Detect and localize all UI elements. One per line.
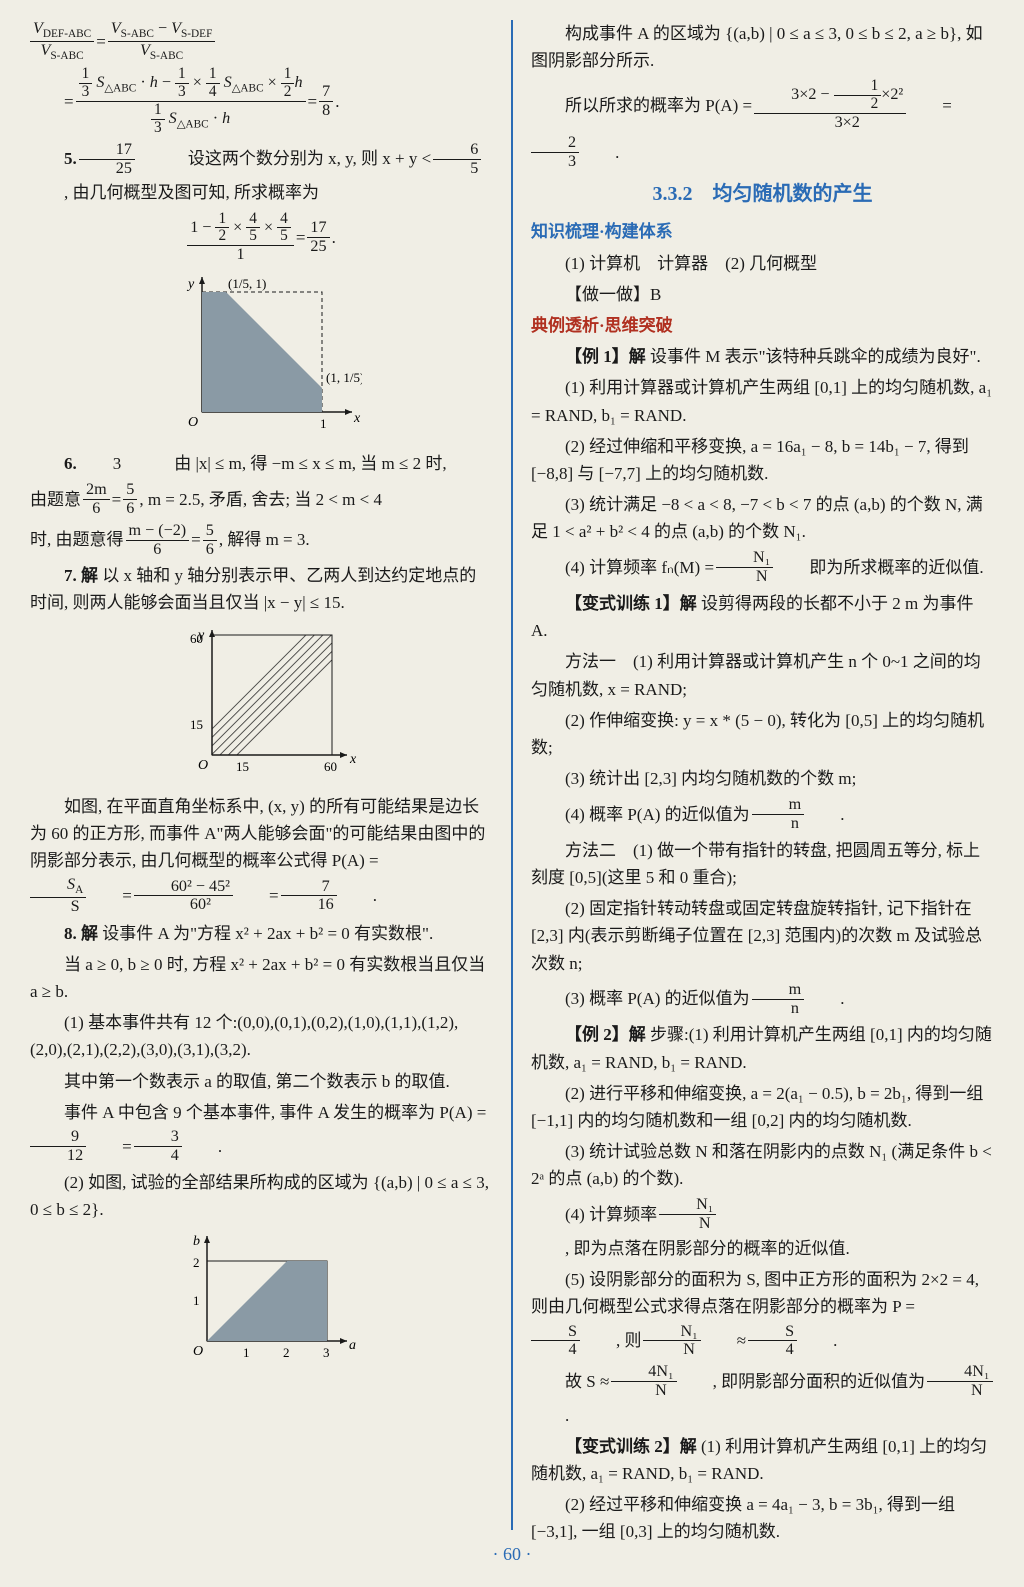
kb-text1: (1) 计算机 计算器 (2) 几何概型: [531, 250, 994, 277]
svg-text:1: 1: [243, 1345, 250, 1360]
var1-a: 【变式训练 1】解 设剪得两段的长都不小于 2 m 为事件 A.: [531, 590, 994, 644]
ex2-e: (5) 设阴影部分的面积为 S, 图中正方形的面积为 2×2 = 4, 则由几何…: [531, 1266, 994, 1359]
svg-text:x: x: [353, 411, 361, 426]
svg-text:15: 15: [190, 717, 203, 732]
item-6-b: 由题意 2m6 = 56 , m = 2.5, 矛盾, 舍去; 当 2 < m …: [30, 481, 493, 518]
ex1-c: (2) 经过伸缩和平移变换, a = 16a₁ − 8, b = 14b₁ − …: [531, 433, 994, 487]
svg-text:60: 60: [190, 631, 203, 646]
item-8-c: (1) 基本事件共有 12 个:(0,0),(0,1),(0,2),(1,0),…: [30, 1009, 493, 1063]
svg-text:O: O: [188, 415, 198, 430]
svg-text:60: 60: [324, 759, 337, 774]
item-7: 7. 解 以 x 轴和 y 轴分别表示甲、乙两人到达约定地点的时间, 则两人能够…: [30, 562, 493, 616]
item-8-b: 当 a ≥ 0, b ≥ 0 时, 方程 x² + 2ax + b² = 0 有…: [30, 951, 493, 1005]
var2-a: 【变式训练 2】解 (1) 利用计算机产生两组 [0,1] 上的均匀随机数, a…: [531, 1433, 994, 1487]
knowledge-head: 知识梳理·构建体系: [531, 218, 994, 245]
var1-b: 方法一 (1) 利用计算器或计算机产生 n 个 0~1 之间的均匀随机数, x …: [531, 648, 994, 702]
item-5: 5. 1725 设这两个数分别为 x, y, 则 x + y < 65 , 由几…: [30, 141, 493, 207]
item-8-a: 8. 解 设事件 A 为"方程 x² + 2ax + b² = 0 有实数根".: [30, 920, 493, 947]
section-title: 3.3.2 均匀随机数的产生: [531, 178, 994, 210]
var2-b: (2) 经过平移和伸缩变换 a = 4a₁ − 3, b = 3b₁, 得到一组…: [531, 1491, 994, 1545]
item-6-a: 6. 3 由 |x| ≤ m, 得 −m ≤ x ≤ m, 当 m ≤ 2 时,: [30, 450, 493, 477]
item-6-num: 6.: [30, 450, 77, 477]
column-divider: [511, 20, 513, 1530]
kb-text2: 【做一做】B: [531, 281, 994, 308]
right-intro-b: 所以所求的概率为 P(A) = 3×2 − 12×2² 3×2 = 23 .: [531, 78, 994, 170]
svg-text:1: 1: [193, 1293, 200, 1308]
item-8-f: (2) 如图, 试验的全部结果所构成的区域为 {(a,b) | 0 ≤ a ≤ …: [30, 1169, 493, 1223]
ex1-d: (3) 统计满足 −8 < a < 8, −7 < b < 7 的点 (a,b)…: [531, 491, 994, 545]
svg-text:(1, 1/5): (1, 1/5): [326, 370, 362, 385]
ex2-d: (4) 计算频率 N₁N , 即为点落在阴影部分的概率的近似值.: [531, 1196, 994, 1262]
item-7b: 如图, 在平面直角坐标系中, (x, y) 的所有可能结果是边长为 60 的正方…: [30, 793, 493, 916]
page-number: · 60 ·: [0, 1540, 1024, 1569]
ex2-a: 【例 2】解 步骤:(1) 利用计算机产生两组 [0,1] 内的均匀随机数, a…: [531, 1021, 994, 1075]
item-7-num: 7. 解: [64, 566, 98, 585]
svg-text:a: a: [349, 1338, 356, 1353]
var1-f: 方法二 (1) 做一个带有指针的转盘, 把圆周五等分, 标上刻度 [0,5](这…: [531, 837, 994, 891]
ex1-e: (4) 计算频率 fₙ(M) = N₁N 即为所求概率的近似值.: [531, 549, 994, 586]
var1-d: (3) 统计出 [2,3] 内均匀随机数的个数 m;: [531, 765, 994, 792]
figure-unit-square: O x y 1 (1/5, 1) (1, 1/5): [162, 272, 362, 442]
var1-g: (2) 固定指针转动转盘或固定转盘旋转指针, 记下指针在 [2,3] 内(表示剪…: [531, 895, 994, 977]
item-5-text1: 设这两个数分别为 x, y, 则 x + y <: [154, 145, 431, 172]
right-column: 构成事件 A 的区域为 {(a,b) | 0 ≤ a ≤ 3, 0 ≤ b ≤ …: [531, 20, 994, 1530]
svg-text:(1/5, 1): (1/5, 1): [228, 276, 266, 291]
figure-meeting: O x y 15 60 15 60: [167, 625, 357, 785]
svg-text:3: 3: [323, 1345, 330, 1360]
right-intro-a: 构成事件 A 的区域为 {(a,b) | 0 ≤ a ≤ 3, 0 ≤ b ≤ …: [531, 20, 994, 74]
ex1-b: (1) 利用计算器或计算机产生两组 [0,1] 上的均匀随机数, a₁ = RA…: [531, 374, 994, 428]
ex1-a: 【例 1】解 设事件 M 表示"该特种兵跳伞的成绩为良好".: [531, 343, 994, 370]
item-5-num: 5.: [30, 145, 77, 172]
svg-text:y: y: [186, 277, 195, 292]
item-8-e: 事件 A 中包含 9 个基本事件, 事件 A 发生的概率为 P(A) = 912…: [30, 1099, 493, 1165]
example-head: 典例透析·思维突破: [531, 312, 994, 339]
svg-text:1: 1: [320, 416, 327, 431]
svg-text:2: 2: [283, 1345, 290, 1360]
left-column: VDEF-ABCVS-ABC = VS-ABC − VS-DEFVS-ABC =…: [30, 20, 493, 1530]
item-8-d: 其中第一个数表示 a 的取值, 第二个数表示 b 的取值.: [30, 1068, 493, 1095]
ex2-b: (2) 进行平移和伸缩变换, a = 2(a₁ − 0.5), b = 2b₁,…: [531, 1080, 994, 1134]
page: VDEF-ABCVS-ABC = VS-ABC − VS-DEFVS-ABC =…: [0, 0, 1024, 1540]
svg-text:O: O: [198, 758, 208, 773]
svg-text:x: x: [349, 752, 357, 767]
figure-ab-region: O a b 1 2 3 1 2: [167, 1231, 357, 1371]
eq-volume-ratio-line2: = 13 S△ABC · h − 13 × 14 S△ABC × 12h 13 …: [64, 66, 493, 137]
item-5-frac: 1 − 12 × 45 × 45 1 = 1725 .: [30, 211, 493, 265]
svg-text:O: O: [193, 1344, 203, 1359]
svg-text:15: 15: [236, 759, 249, 774]
svg-text:b: b: [193, 1234, 200, 1249]
ex2-f: 故 S ≈ 4N₁N , 即阴影部分面积的近似值为 4N₁N .: [531, 1363, 994, 1429]
ex2-c: (3) 统计试验总数 N 和落在阴影内的点数 N₁ (满足条件 b < 2ᵃ 的…: [531, 1138, 994, 1192]
var1-e: (4) 概率 P(A) 的近似值为 mn .: [531, 796, 994, 833]
svg-text:2: 2: [193, 1255, 200, 1270]
item-6-c: 时, 由题意得 m − (−2)6 = 56 , 解得 m = 3.: [30, 522, 493, 559]
eq-volume-ratio: VDEF-ABCVS-ABC = VS-ABC − VS-DEFVS-ABC: [30, 20, 493, 62]
var1-h: (3) 概率 P(A) 的近似值为 mn .: [531, 981, 994, 1018]
var1-c: (2) 作伸缩变换: y = x * (5 − 0), 转化为 [0,5] 上的…: [531, 707, 994, 761]
